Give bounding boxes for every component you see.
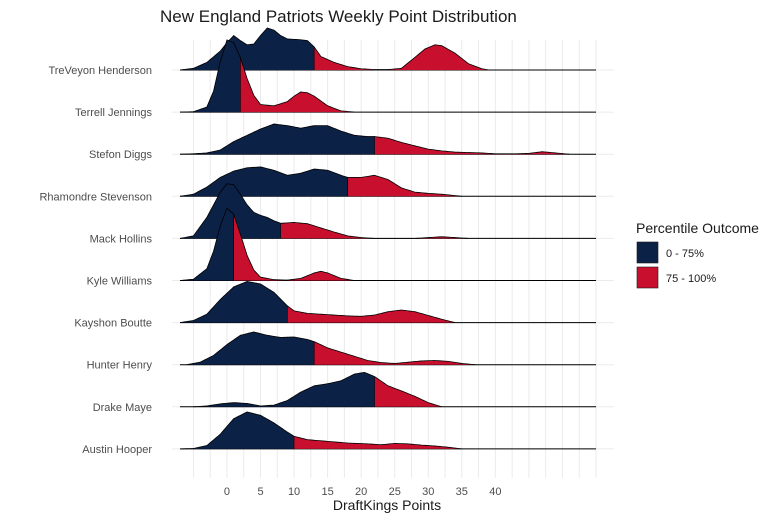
legend-swatch-0-75 (636, 241, 659, 264)
ridge-outline (193, 371, 442, 408)
legend-label-75-100: 75 - 100% (666, 273, 716, 285)
legend-label-0-75: 0 - 75% (666, 248, 704, 260)
ridge-area-75-100 (374, 376, 442, 407)
ridge-area-0-75 (180, 123, 375, 155)
legend-title: Percentile Outcome (636, 220, 759, 236)
ridge-outline (179, 183, 469, 239)
ridge-hunter-henry (180, 331, 596, 366)
ridge-area-0-75 (193, 372, 375, 407)
ridge-outline (179, 27, 489, 71)
ridge-area-75-100 (347, 175, 462, 197)
legend-swatch-75-100 (636, 266, 659, 289)
ridge-area-75-100 (280, 222, 469, 239)
ridge-area-75-100 (294, 436, 462, 449)
ridge-kayshon-boutte (179, 281, 596, 324)
ridge-outline (179, 411, 462, 450)
x-axis-tick-labels: 0 5 10 15 20 25 30 35 40 (224, 486, 502, 498)
y-axis-tick-labels: TreVeyon Henderson Terrell Jennings Stefon… (39, 65, 152, 456)
ridge-outline (186, 331, 476, 366)
y-tick-label: Austin Hooper (82, 444, 152, 456)
ridge-area-0-75 (180, 28, 315, 70)
x-tick-label: 25 (389, 486, 401, 498)
ridge-rhamondre-stevenson (179, 166, 596, 197)
ridge-treveyon-henderson (179, 27, 596, 71)
y-tick-label: Rhamondre Stevenson (39, 191, 152, 203)
ridge-area-75-100 (233, 214, 355, 281)
x-tick-label: 10 (288, 486, 300, 498)
x-tick-label: 40 (489, 486, 501, 498)
ridge-area-75-100 (374, 136, 570, 155)
ridge-area-75-100 (314, 341, 476, 365)
y-tick-label: Stefon Diggs (89, 149, 152, 161)
ridge-outline (179, 207, 355, 281)
x-tick-label: 35 (456, 486, 468, 498)
ridge-terrell-jennings (179, 39, 596, 113)
ridges (179, 27, 596, 450)
ridge-area-0-75 (180, 39, 241, 113)
ridge-area-75-100 (240, 57, 355, 113)
y-tick-label: Kyle Williams (87, 276, 153, 288)
y-tick-label: Drake Maye (93, 402, 152, 414)
ridge-kyle-williams (179, 207, 596, 281)
x-axis-label: DraftKings Points (333, 497, 441, 513)
ridge-area-75-100 (287, 305, 456, 323)
ridge-outline (179, 166, 462, 197)
x-tick-label: 15 (321, 486, 333, 498)
legend: Percentile Outcome 0 - 75% 75 - 100% (636, 220, 759, 289)
y-tick-label: Kayshon Boutte (74, 318, 152, 330)
x-tick-label: 30 (422, 486, 434, 498)
ridge-outline (179, 281, 456, 323)
ridge-area-75-100 (314, 44, 489, 70)
ridge-area-0-75 (180, 411, 295, 449)
y-tick-label: Hunter Henry (87, 360, 153, 372)
ridge-area-0-75 (180, 281, 288, 323)
ridge-drake-maye (180, 371, 596, 408)
chart-title: New England Patriots Weekly Point Distri… (160, 7, 517, 26)
ridge-austin-hooper (179, 411, 596, 450)
x-tick-label: 0 (224, 486, 230, 498)
x-tick-label: 5 (257, 486, 263, 498)
ridge-outline (179, 39, 355, 113)
ridge-stefon-diggs (179, 123, 596, 155)
ridge-area-0-75 (180, 166, 348, 197)
y-tick-label: TreVeyon Henderson (48, 65, 152, 77)
y-tick-label: Terrell Jennings (75, 107, 153, 119)
y-tick-label: Mack Hollins (90, 233, 153, 245)
ridge-area-0-75 (186, 331, 315, 365)
x-tick-label: 20 (355, 486, 367, 498)
